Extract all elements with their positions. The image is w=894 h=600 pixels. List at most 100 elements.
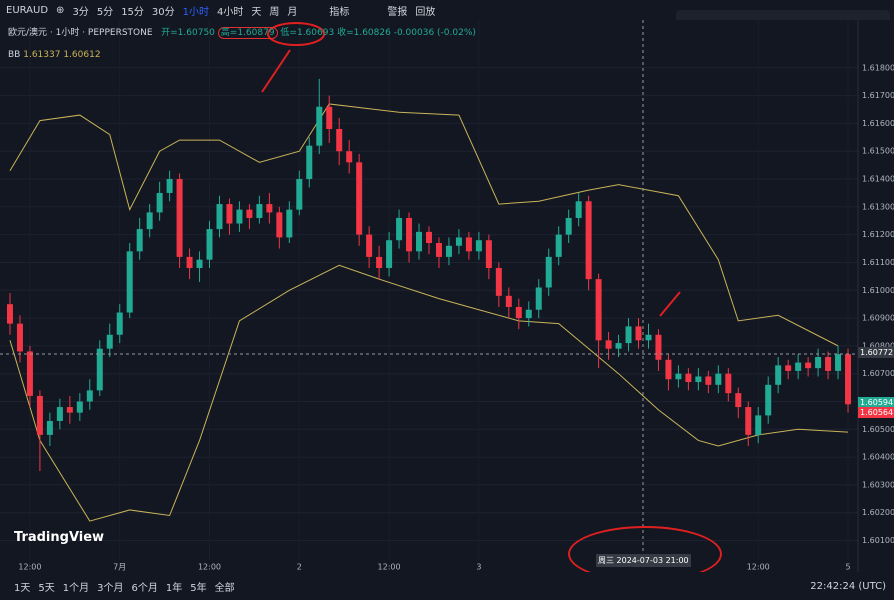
range[interactable]: 1个月 <box>62 582 90 594</box>
alert[interactable]: 警报 <box>387 6 408 18</box>
toolbar: EURAUD ⊕ 3分 5分 15分 30分 1小时 4小时 天 周 月 指标 … <box>0 0 894 20</box>
candle-body <box>625 326 632 344</box>
range[interactable]: 1天 <box>14 582 31 594</box>
candle-body <box>156 192 163 213</box>
add[interactable]: ⊕ <box>56 4 65 16</box>
range[interactable]: 6个月 <box>131 582 158 594</box>
candle-body <box>705 376 712 385</box>
candle-body <box>266 204 273 213</box>
candle-body <box>795 362 802 371</box>
y-tick-label: 1.61100 <box>862 258 894 267</box>
interval[interactable]: 15分 <box>121 6 144 18</box>
candle-body <box>186 256 193 269</box>
candle-body <box>655 334 662 360</box>
candle-body <box>475 240 482 252</box>
candle-body <box>465 237 472 252</box>
candle-body <box>555 234 562 257</box>
candle-body <box>176 179 183 257</box>
candle-body <box>96 348 103 391</box>
interval[interactable]: 30分 <box>151 6 175 18</box>
candle-body <box>296 179 303 210</box>
candle-body <box>246 209 253 218</box>
candle-body <box>86 390 93 402</box>
bollinger-band <box>9 103 839 347</box>
legend-title: 欧元/澳元 · 1小时 · PEPPERSTONE <box>8 28 153 38</box>
annotation-arrow <box>659 291 681 317</box>
x-tick-label: 12:00 <box>198 563 221 572</box>
candle-body <box>685 373 692 383</box>
candle-body <box>376 256 383 269</box>
bb-value: 1.61337 <box>23 50 61 60</box>
candle-body <box>166 179 173 193</box>
candle-body <box>605 340 612 349</box>
candle-body <box>406 217 413 252</box>
y-tick-label: 1.60700 <box>862 369 894 378</box>
y-tick-label: 1.60300 <box>862 480 894 489</box>
range[interactable]: 5年 <box>190 582 207 594</box>
candle-body <box>226 204 233 224</box>
candle-body <box>196 259 203 269</box>
x-tick-label: 12:00 <box>18 563 41 572</box>
candle-body <box>346 151 353 163</box>
interval[interactable]: 3分 <box>72 6 89 18</box>
candle-body <box>146 212 153 230</box>
legend: 欧元/澳元 · 1小时 · PEPPERSTONE 开=1.60750 高=1.… <box>8 26 476 63</box>
ohlc: 高=1.60879 <box>217 27 278 39</box>
candle-body <box>815 357 822 369</box>
x-tick-label: 5 <box>845 563 850 572</box>
candle-body <box>845 354 852 405</box>
ohlc: 收=1.60826 <box>337 28 391 38</box>
range[interactable]: 5天 <box>38 582 55 594</box>
interval[interactable]: 4小时 <box>217 6 244 18</box>
candle-body <box>36 395 43 435</box>
candle-body <box>66 407 73 413</box>
y-tick-label: 1.61200 <box>862 230 894 239</box>
interval[interactable]: 周 <box>269 6 280 18</box>
range[interactable]: 全部 <box>214 582 235 594</box>
candle-body <box>545 256 552 288</box>
range[interactable]: 3个月 <box>97 582 124 594</box>
candle-body <box>366 234 373 257</box>
y-tick-label: 1.60800 <box>862 341 894 350</box>
chart: 1.60100 1.60200 1.60300 1.60400 1.60500 1.606… <box>0 20 894 572</box>
candle-body <box>825 357 832 371</box>
change: -0.00036 (-0.02%) <box>393 28 476 38</box>
candle-body <box>136 229 143 252</box>
candle-body <box>386 240 393 269</box>
interval[interactable]: 1小时 <box>182 6 210 18</box>
candle-body <box>585 201 592 280</box>
candle-body <box>206 229 213 260</box>
candle-body <box>785 365 792 371</box>
candle-body <box>46 420 53 435</box>
candle-body <box>435 242 442 257</box>
candle-body <box>715 373 722 385</box>
x-tick-label: 3 <box>476 563 481 572</box>
candle-body <box>735 393 742 408</box>
y-tick-label: 1.61700 <box>862 91 894 100</box>
candle-body <box>575 201 582 218</box>
candle-body <box>316 106 323 146</box>
candle-body <box>416 231 423 252</box>
y-tick-label: 1.60500 <box>862 425 894 434</box>
candle-body <box>635 326 642 341</box>
interval[interactable]: 天 <box>251 6 262 18</box>
symbol[interactable]: EURAUD <box>6 4 49 16</box>
y-tick-label: 1.61600 <box>862 119 894 128</box>
candle-body <box>495 268 502 296</box>
candle-body <box>695 376 702 383</box>
candle-body <box>26 351 33 396</box>
replay[interactable]: 回放 <box>415 6 436 18</box>
candle-body <box>106 334 113 349</box>
candle-body <box>665 359 672 380</box>
candle-body <box>256 204 263 218</box>
x-tick-label: 12:00 <box>378 563 401 572</box>
indicators[interactable]: 指标 <box>329 6 350 18</box>
candle-body <box>126 251 133 313</box>
interval[interactable]: 月 <box>287 6 298 18</box>
range[interactable]: 1年 <box>165 582 183 594</box>
candle-body <box>396 217 403 241</box>
interval[interactable]: 5分 <box>96 6 114 18</box>
candle-body <box>765 384 772 416</box>
candle-body <box>306 145 313 180</box>
bb-value: 1.60612 <box>63 50 101 60</box>
